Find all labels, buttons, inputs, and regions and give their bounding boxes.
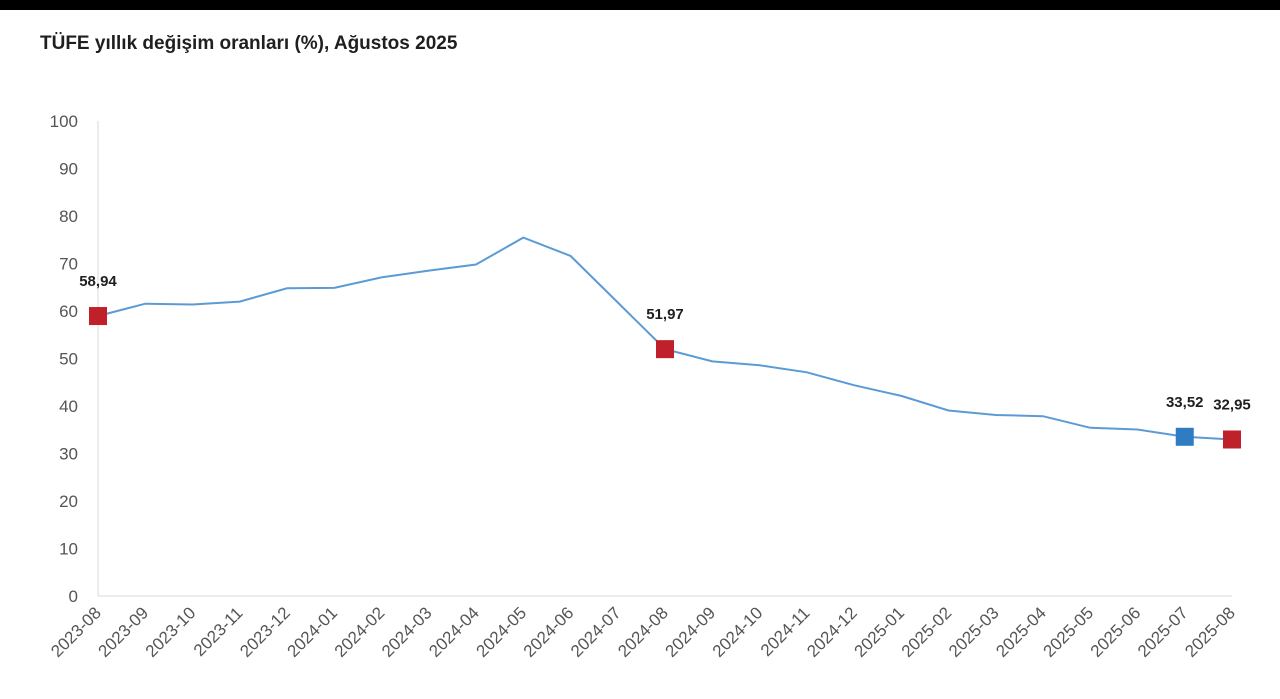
- y-tick-label: 40: [59, 397, 78, 416]
- x-tick-label: 2025-08: [1181, 603, 1239, 661]
- x-tick-label: 2023-10: [142, 603, 200, 661]
- x-tick-label: 2025-06: [1087, 603, 1145, 661]
- x-tick-label: 2025-01: [851, 603, 909, 661]
- x-tick-label: 2025-03: [945, 603, 1003, 661]
- x-tick-label: 2024-08: [614, 603, 672, 661]
- chart-title: TÜFE yıllık değişim oranları (%), Ağusto…: [40, 33, 458, 54]
- data-label: 33,52: [1166, 394, 1204, 411]
- x-tick-label: 2023-08: [47, 603, 105, 661]
- y-tick-label: 20: [59, 492, 78, 511]
- data-label: 58,94: [79, 273, 117, 290]
- x-tick-label: 2024-07: [567, 603, 625, 661]
- x-tick-label: 2024-05: [473, 603, 531, 661]
- y-tick-label: 70: [59, 255, 78, 274]
- data-point-marker: [1175, 427, 1194, 446]
- y-tick-label: 30: [59, 445, 78, 464]
- x-tick-label: 2025-02: [898, 603, 956, 661]
- x-tick-label: 2024-09: [662, 603, 720, 661]
- data-point-marker: [656, 340, 674, 359]
- x-tick-label: 2024-06: [520, 603, 578, 661]
- x-tick-label: 2025-07: [1134, 603, 1192, 661]
- x-tick-label: 2024-10: [709, 603, 767, 661]
- x-tick-label: 2024-03: [378, 603, 436, 661]
- x-tick-label: 2025-05: [1040, 603, 1098, 661]
- x-tick-label: 2024-02: [331, 603, 389, 661]
- top-bar: [0, 0, 1280, 10]
- x-tick-label: 2024-12: [803, 603, 861, 661]
- data-point-marker: [1223, 430, 1241, 449]
- y-tick-label: 60: [59, 302, 78, 321]
- y-tick-label: 50: [59, 350, 78, 369]
- x-tick-label: 2024-01: [284, 603, 342, 661]
- x-tick-label: 2024-11: [757, 603, 814, 660]
- series-line: [97, 236, 1233, 441]
- data-label: 51,97: [646, 306, 684, 323]
- data-label: 32,95: [1213, 396, 1251, 413]
- y-tick-label: 100: [50, 112, 78, 131]
- y-tick-label: 90: [59, 160, 78, 179]
- data-point-marker: [89, 307, 107, 326]
- x-tick-label: 2025-04: [992, 603, 1050, 661]
- x-tick-label: 2024-04: [425, 603, 483, 661]
- y-tick-label: 80: [59, 207, 78, 226]
- y-tick-label: 10: [59, 540, 78, 559]
- x-tick-label: 2023-09: [95, 603, 153, 661]
- x-tick-label: 2023-12: [236, 603, 294, 661]
- y-tick-label: 0: [69, 587, 78, 606]
- x-tick-label: 2023-11: [190, 603, 247, 660]
